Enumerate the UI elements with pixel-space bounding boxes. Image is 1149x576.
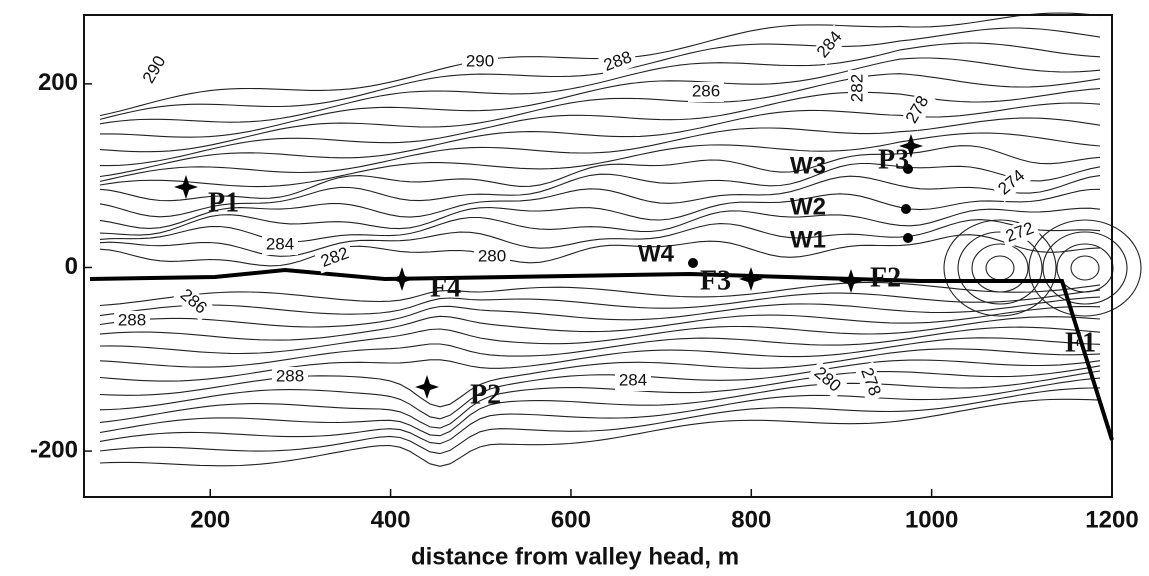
contour-line — [99, 132, 1101, 188]
station-marker — [899, 134, 923, 158]
x-tick-label: 600 — [551, 506, 591, 533]
contour-line — [100, 88, 1101, 167]
x-axis-label: distance from valley head, m — [411, 543, 739, 570]
point-label: F3 — [700, 265, 731, 296]
contour-lines — [99, 12, 1142, 467]
station-marker — [739, 267, 763, 291]
contour-line — [99, 387, 1101, 455]
contour-line — [99, 370, 1101, 437]
contour-line — [100, 57, 1101, 138]
contour-label-bg — [615, 371, 651, 391]
contour-ring — [1070, 255, 1100, 281]
contour-line — [99, 73, 1101, 153]
y-tick-label: 0 — [65, 253, 78, 280]
contour-label: 286 — [692, 81, 720, 100]
station-marker — [839, 269, 863, 293]
contour-ring — [1042, 231, 1128, 305]
contour-ring — [1056, 243, 1114, 293]
station-marker — [174, 175, 198, 199]
contour-line — [99, 234, 1101, 267]
x-tick-label: 800 — [731, 506, 771, 533]
point-label: P3 — [878, 144, 909, 175]
station-marker — [390, 267, 414, 291]
contour-label: 284 — [619, 370, 647, 389]
x-tick-label: 200 — [190, 506, 230, 533]
contour-label-bg — [806, 360, 848, 400]
contour-label-bg — [810, 24, 850, 66]
contour-line — [99, 359, 1101, 420]
contour-label-bg — [991, 163, 1033, 203]
contour-line — [99, 316, 1101, 355]
contour-line — [99, 281, 1101, 307]
point-label: F2 — [870, 262, 901, 293]
contour-line — [99, 377, 1101, 445]
contour-label-bg — [172, 282, 214, 322]
contour-label-bg — [272, 367, 308, 387]
contour-ring — [957, 231, 1043, 305]
well-marker — [901, 204, 911, 214]
contour-label-bg — [114, 311, 150, 331]
point-label: W4 — [638, 240, 675, 267]
contour-line — [99, 326, 1101, 368]
contour-label-bg — [474, 247, 510, 267]
x-tick-label: 400 — [371, 506, 411, 533]
contour-line — [99, 27, 1101, 120]
x-tick-label: 1200 — [1085, 506, 1138, 533]
contour-line — [99, 162, 1101, 218]
contour-ring — [985, 255, 1015, 281]
point-label: F4 — [430, 272, 461, 303]
y-tick-label: -200 — [30, 436, 78, 463]
contour-line — [99, 175, 1101, 229]
point-label: W2 — [790, 193, 826, 220]
point-label: W1 — [790, 226, 826, 253]
contour-label: 288 — [276, 366, 304, 385]
contour-label-bg — [900, 89, 936, 131]
contour-line — [99, 188, 1101, 236]
point-label: P1 — [208, 187, 239, 218]
contour-label: 288 — [118, 310, 146, 329]
y-tick-label: 200 — [38, 69, 78, 96]
contour-label-bg — [262, 235, 298, 255]
contour-label-bg — [688, 82, 724, 102]
contour-label-bg — [137, 49, 173, 91]
contour-line — [99, 365, 1101, 429]
point-label: W3 — [790, 152, 826, 179]
contour-label-bg — [854, 361, 886, 403]
well-marker — [688, 258, 698, 268]
contour-label-bg — [462, 52, 498, 72]
contour-label: 280 — [478, 246, 506, 265]
transect — [89, 267, 1114, 441]
contour-line — [99, 348, 1101, 408]
well-marker — [903, 164, 913, 174]
x-tick-label: 1000 — [905, 506, 958, 533]
contour-line — [99, 117, 1101, 182]
contour-line — [99, 398, 1101, 467]
contour-line — [99, 145, 1101, 202]
contour-ring — [943, 219, 1057, 317]
contour-label-bg — [597, 46, 639, 78]
plot-frame — [83, 14, 1113, 498]
well-marker — [903, 233, 913, 243]
contour-line — [99, 306, 1101, 341]
contour-line — [99, 102, 1101, 178]
contour-label-bg — [848, 70, 868, 106]
contour-label: 284 — [266, 234, 294, 253]
contour-label-bg — [999, 217, 1041, 249]
contour-line — [99, 337, 1101, 382]
point-label: P2 — [470, 379, 501, 410]
station-marker — [415, 375, 439, 399]
contour-label: 290 — [466, 51, 494, 70]
contour-label-bg — [314, 242, 356, 274]
contour-label: 282 — [847, 74, 866, 102]
contour-ring — [1028, 219, 1142, 317]
contour-line — [99, 42, 1101, 125]
contour-line — [99, 219, 1101, 257]
contour-ring — [971, 243, 1029, 293]
point-label: F1 — [1065, 327, 1096, 358]
contour-line — [99, 296, 1101, 328]
contour-line — [99, 289, 1101, 317]
